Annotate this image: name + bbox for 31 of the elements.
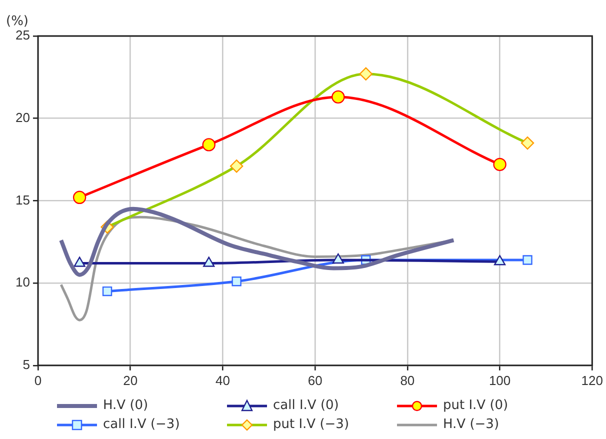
y-tick-label: 10 (16, 274, 30, 290)
y-axis-title: (%) (6, 14, 28, 29)
x-tick-label: 20 (123, 372, 138, 388)
x-tick-label: 0 (34, 372, 42, 388)
point (522, 255, 532, 265)
legend-label: H.V (−3) (443, 417, 500, 432)
point (74, 256, 86, 267)
point (332, 253, 344, 264)
x-tick-label: 80 (400, 372, 415, 388)
y-tick-label: 15 (16, 192, 30, 208)
point (494, 255, 506, 266)
x-tick-label: 100 (488, 372, 511, 388)
line-series (59, 206, 456, 277)
y-tick-label: 25 (16, 28, 30, 43)
point (72, 190, 86, 204)
legend-label: call I.V (0) (273, 398, 339, 413)
point (232, 276, 242, 286)
legend-label: H.V (0) (103, 398, 148, 413)
point (203, 256, 215, 267)
x-tick-label: 120 (581, 372, 604, 388)
y-tick-label: 5 (22, 356, 30, 372)
y-tick-label: 20 (16, 110, 30, 125)
x-tick-label: 40 (215, 372, 230, 388)
legend-label: put I.V (−3) (273, 417, 350, 432)
point (202, 138, 216, 152)
point (332, 90, 345, 104)
legend-label: put I.V (0) (443, 398, 508, 413)
x-tick-label: 60 (308, 372, 322, 388)
point (102, 286, 112, 296)
legend-label: call I.V (−3) (103, 417, 180, 432)
point (493, 158, 506, 172)
